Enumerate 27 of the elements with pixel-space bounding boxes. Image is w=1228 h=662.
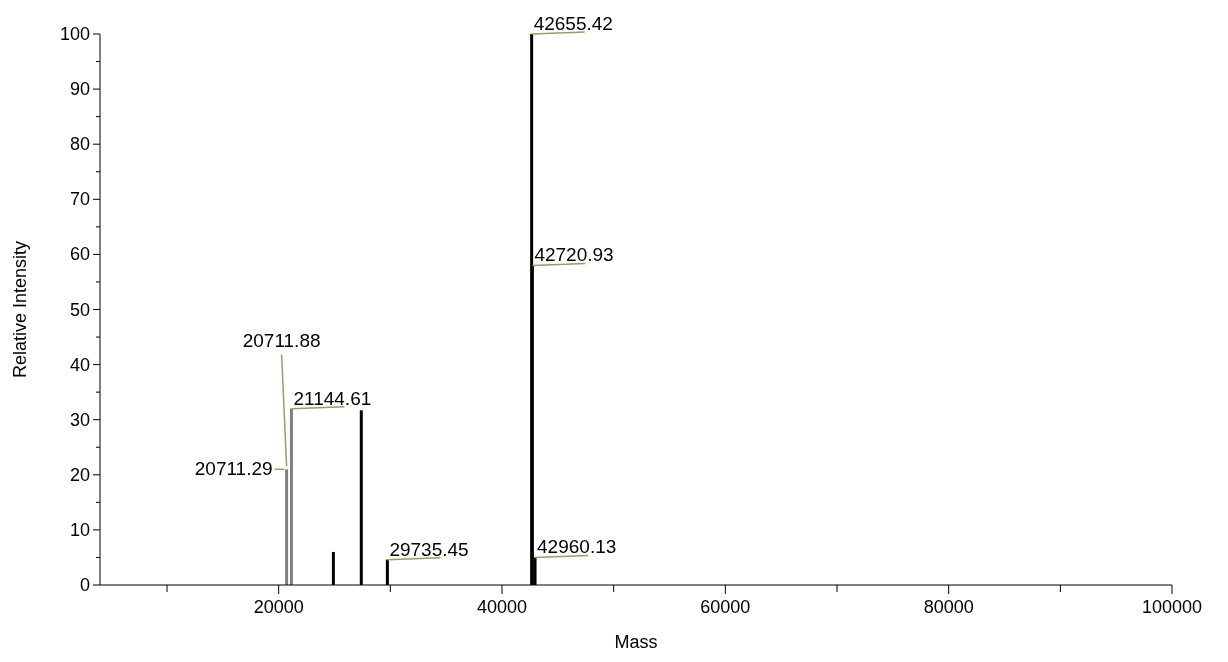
x-tick-label: 80000 <box>923 597 974 617</box>
y-tick-label: 10 <box>69 519 90 540</box>
bar <box>285 469 289 585</box>
annotation: 42960.13 <box>537 536 617 558</box>
y-tick-label: 50 <box>69 299 90 320</box>
bar <box>289 408 293 585</box>
y-tick-label: 60 <box>69 244 90 265</box>
y-tick-label: 30 <box>69 409 90 430</box>
annotation: 20711.29 <box>194 458 273 480</box>
annotation: 21144.61 <box>293 387 372 409</box>
y-axis-title: Relative Intensity <box>10 240 30 379</box>
y-tick-label: 20 <box>69 464 90 485</box>
x-tick-label: 40000 <box>476 597 528 617</box>
y-tick-label: 80 <box>69 134 90 155</box>
annotation: 20711.88 <box>242 329 321 351</box>
annotation: 42720.93 <box>534 244 614 266</box>
y-tick-label: 40 <box>69 354 90 375</box>
x-tick-label: 20000 <box>253 597 304 617</box>
x-tick-label: 60000 <box>700 597 751 617</box>
y-tick-label: 70 <box>69 189 90 210</box>
y-tick-label: 90 <box>69 79 90 100</box>
annotation: 29735.45 <box>389 538 469 560</box>
y-tick-label: 100 <box>59 24 90 44</box>
y-tick-label: 0 <box>79 575 90 595</box>
x-axis-title: Mass <box>614 632 658 652</box>
x-tick-label: 100000 <box>1141 597 1203 617</box>
annotation: 42655.42 <box>533 13 613 34</box>
